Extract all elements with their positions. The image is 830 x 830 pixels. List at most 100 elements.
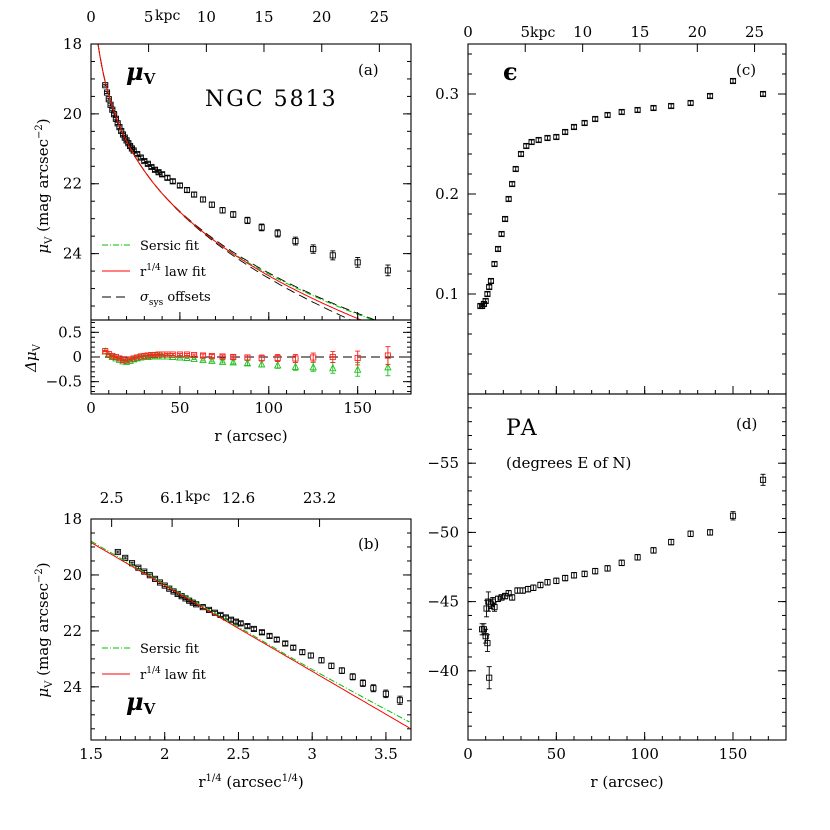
y-tick-label: 0: [72, 348, 82, 366]
pa-point: [759, 476, 767, 483]
residual-sersic-point: [147, 352, 156, 360]
legend-b-r14-label: r1/4 law fit: [140, 666, 207, 683]
panel-a-kpc-unit: kpc: [155, 8, 180, 24]
ellipticity-point: [486, 283, 493, 291]
x-tick-label: 3: [307, 745, 317, 763]
pa-point: [537, 581, 544, 589]
kpc-tick-label: 25: [370, 8, 389, 26]
data-point: [258, 224, 265, 231]
pa-point: [505, 590, 512, 597]
residual-sersic-point: [154, 352, 163, 360]
data-point: [354, 259, 361, 266]
residual-r14-point: [274, 354, 281, 362]
data-point-b: [290, 644, 297, 651]
ellipticity-point: [523, 142, 530, 150]
residual-sersic-point: [257, 359, 266, 368]
kpc-tick-label: 6.1: [160, 489, 184, 507]
y-tick-label: 24: [63, 678, 82, 696]
data-point: [169, 178, 176, 185]
ellipticity-point: [706, 92, 714, 100]
pa-point: [498, 594, 505, 601]
ellipticity-point: [528, 138, 535, 146]
panel-c-top-axis: 0 5 10 15 20 25: [463, 23, 764, 52]
data-point-b: [122, 554, 129, 561]
data-point-b: [349, 673, 356, 680]
data-point: [144, 160, 151, 167]
data-point-b: [114, 548, 121, 556]
panel-b-kpc-unit: kpc: [185, 489, 210, 505]
residual-r14-point: [169, 351, 176, 358]
ellipticity-point: [512, 165, 519, 173]
panel-b-legend: Sersic fit r1/4 law fit: [102, 642, 207, 683]
panel-d-subtitle: (degrees E of N): [506, 454, 631, 472]
panel-b-letter: (b): [358, 535, 379, 553]
data-point: [219, 207, 226, 214]
x-tick-label: 2: [160, 745, 170, 763]
pa-point: [581, 570, 588, 577]
x-tick-label: 150: [719, 745, 748, 763]
residual-sersic-point: [163, 352, 172, 360]
kpc-tick-label: 25: [745, 23, 764, 41]
residual-sersic-point: [273, 360, 282, 369]
pa-point: [486, 674, 493, 681]
x-tick-label: 50: [170, 399, 189, 417]
ellipticity-point: [494, 245, 502, 253]
y-tick-label: 18: [63, 35, 82, 53]
residual-r14-point: [354, 354, 361, 362]
panel-d-frame: [467, 393, 787, 741]
kpc-tick-label: 20: [688, 23, 707, 41]
pa-point: [668, 539, 675, 546]
data-point: [208, 201, 215, 208]
pa-point: [687, 530, 694, 537]
residual-r14-point: [208, 352, 215, 360]
data-point-b: [237, 620, 244, 627]
ellipticity-point: [604, 111, 611, 119]
data-point-b: [199, 604, 206, 611]
residual-r14-point: [116, 355, 123, 362]
data-point-b: [273, 636, 280, 643]
ellipticity-point: [484, 290, 491, 298]
ellipticity-point: [581, 119, 588, 127]
y-tick-label: −55: [427, 454, 459, 472]
residual-sersic-point: [158, 352, 166, 360]
panel-b-ylabel: μV (mag arcsec−2): [34, 562, 55, 697]
data-point: [329, 252, 336, 259]
y-tick-label: −40: [427, 662, 459, 680]
kpc-tick-label: 10: [573, 23, 592, 41]
data-point-b: [370, 685, 377, 692]
residual-r14-point: [219, 353, 226, 360]
pa-point: [604, 565, 611, 572]
y-tick-label: 20: [63, 105, 82, 123]
data-point-b: [359, 680, 366, 687]
ellipticity-point: [509, 180, 516, 188]
panel-b-frame: [90, 518, 412, 741]
residual-r14-point: [199, 352, 207, 359]
panel-c-letter: (c): [736, 61, 756, 79]
residual-sersic-point: [190, 354, 198, 362]
panel-c-markers: [477, 77, 767, 310]
x-tick-label: 0: [86, 399, 96, 417]
data-point: [310, 246, 317, 253]
y-tick-label: −0.5: [46, 373, 82, 391]
residual-sersic-point: [229, 357, 237, 366]
panel-d-title: PA: [506, 416, 539, 441]
panel-b-top-axis: 2.5 6.1 12.6 23.2: [100, 489, 336, 527]
residual-r14-point: [310, 354, 317, 361]
pa-point: [706, 529, 714, 536]
legend-sersic-label: Sersic fit: [140, 239, 200, 254]
panel-a-ticks: 18 20 22 24: [63, 35, 412, 320]
kpc-tick-label: 5: [144, 8, 154, 26]
residual-sersic-point: [353, 365, 362, 373]
ellipticity-point: [687, 99, 694, 107]
x-tick-label: 0: [463, 745, 473, 763]
residual-r14-point: [105, 350, 112, 358]
pa-point: [562, 575, 569, 582]
data-point-b: [328, 662, 335, 669]
ellipticity-point: [634, 106, 641, 114]
pa-point: [570, 572, 578, 579]
y-tick-label: 22: [63, 175, 82, 193]
data-point: [159, 171, 166, 178]
panel-a-xlabel: r (arcsec): [214, 427, 287, 445]
r14-fit-line-b: [91, 542, 410, 729]
